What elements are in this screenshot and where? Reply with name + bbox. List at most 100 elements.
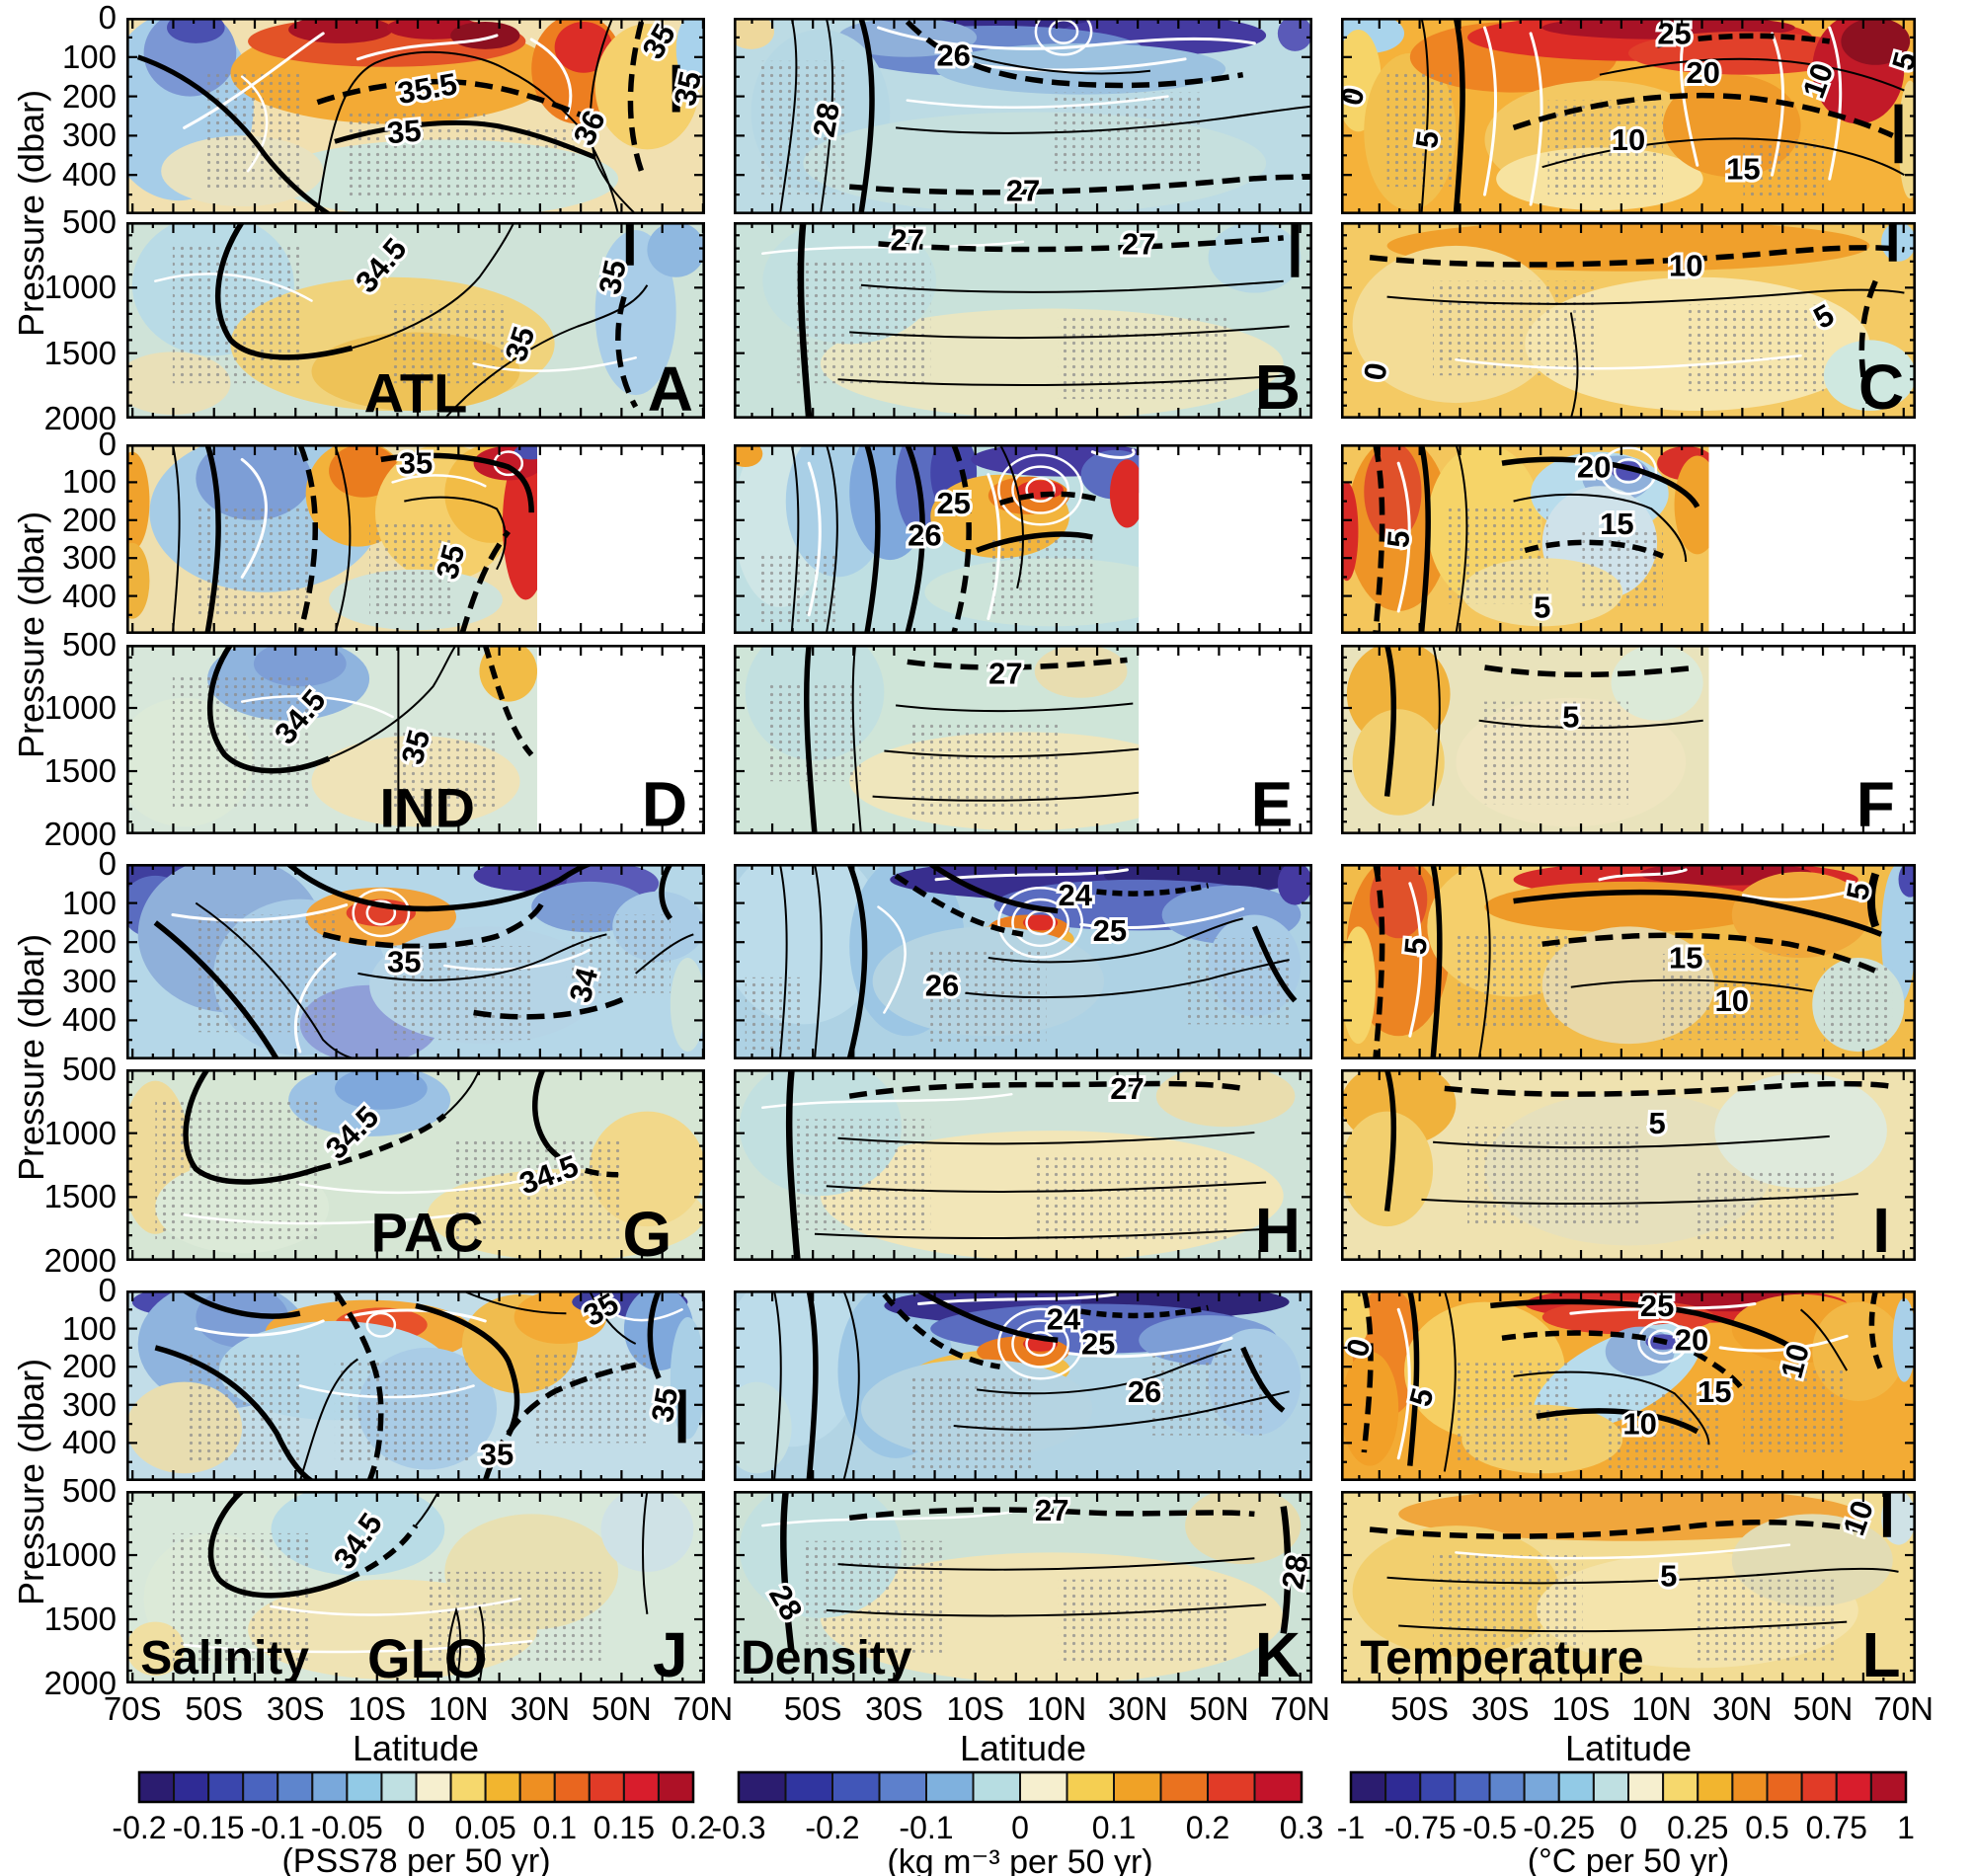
trend-ring-white	[352, 888, 411, 938]
colorbar-segment	[1731, 1771, 1769, 1803]
mean-contour-black	[1599, 57, 1905, 92]
contour-label: 24	[1047, 1301, 1081, 1336]
contour-label: 35	[387, 945, 421, 979]
panel-E-lower: 27 E	[734, 645, 1312, 834]
mean-contour-black	[588, 1290, 637, 1345]
colorbar-segment	[1159, 1771, 1209, 1803]
panel-B-lower: 27 27B	[734, 222, 1312, 419]
mean-contour-black	[615, 295, 639, 409]
pressure-tick-label: 2000	[43, 1242, 117, 1279]
mean-contour-black	[482, 1362, 637, 1481]
stipple-region	[392, 304, 509, 384]
latitude-tick-label: 10S	[946, 1690, 1005, 1727]
colorbar-segment	[1488, 1771, 1526, 1803]
contour-label: 5	[1648, 1106, 1665, 1140]
trend-contour-white	[345, 1308, 487, 1323]
colorbar-tick-label: 0.05	[454, 1810, 516, 1845]
colorbar-segment	[1350, 1771, 1387, 1803]
trend-contour-white	[1067, 1336, 1233, 1359]
trend-ring-white	[1647, 1329, 1679, 1356]
mean-contour-black	[1432, 645, 1441, 807]
axis-ticks	[126, 1290, 705, 1481]
trend-shading-blob	[1034, 645, 1128, 698]
trend-shading-blob	[288, 18, 393, 43]
colorbar-tick-label: -0.25	[1523, 1810, 1596, 1845]
panel-letter: G	[623, 1199, 672, 1261]
mean-contour-black	[1369, 1519, 1859, 1539]
trend-shading-blob	[1674, 455, 1709, 555]
pressure-tick-label: 400	[61, 1001, 117, 1039]
panel-frame	[1341, 18, 1916, 214]
colorbar-segment	[622, 1771, 660, 1803]
mean-contour-black	[1430, 864, 1443, 1059]
colorbar-segment	[1592, 1771, 1629, 1803]
panel-frame	[126, 18, 705, 214]
mean-contour-black	[773, 1290, 782, 1481]
latitude-tick-label: 30N	[510, 1690, 571, 1727]
mean-contour-black	[905, 444, 926, 634]
pressure-tick-label: 100	[61, 463, 117, 501]
trend-contour-white	[1828, 26, 1843, 181]
mean-contour-black	[785, 1069, 801, 1261]
colorbar-tick-label: -0.3	[711, 1810, 766, 1845]
panel-frame	[734, 645, 1312, 834]
latitude-tick-label: 30S	[865, 1690, 923, 1727]
mean-contour-black	[1453, 18, 1465, 214]
colorbar-tick-label: -1	[1336, 1810, 1366, 1845]
stipple-region	[172, 1532, 312, 1665]
trend-shading-blob	[1341, 1290, 1371, 1348]
mean-contour-black	[546, 1145, 619, 1178]
mean-contour-black	[1489, 1298, 1791, 1349]
stipple-region	[803, 1540, 942, 1653]
mean-contour-black	[1080, 1304, 1210, 1319]
trend-ring-white	[365, 899, 397, 926]
trend-contour-white	[270, 1597, 521, 1616]
colorbar-temperature	[1349, 1770, 1908, 1804]
mean-contour-black	[1569, 312, 1579, 419]
mean-contour-black	[965, 959, 1290, 999]
colorbar-segment	[1113, 1771, 1162, 1803]
pressure-tick-label: 0	[98, 0, 117, 36]
trend-shading-blob	[271, 1491, 445, 1576]
stipple-region	[392, 946, 532, 1041]
variable-label: Density	[741, 1632, 912, 1683]
mean-contour-black	[1418, 444, 1431, 634]
pressure-tick-label: 500	[61, 626, 117, 663]
colorbar-tick-label: -0.2	[112, 1810, 167, 1845]
colorbar-segment	[207, 1771, 245, 1803]
stipple-region	[1478, 701, 1628, 805]
colorbar-tick-label: 0.5	[1745, 1810, 1789, 1845]
contour-label: 26	[1128, 1374, 1161, 1409]
trend-shading-blob	[1109, 459, 1140, 528]
panel-letter: E	[1251, 768, 1294, 834]
trend-contour-white	[987, 473, 1001, 621]
latitude-tick-label: 30N	[1107, 1690, 1168, 1727]
latitude-tick-label: 10S	[1551, 1690, 1611, 1727]
trend-shading-blob	[126, 1621, 185, 1677]
trend-contour-white	[934, 868, 1129, 882]
mean-contour-black	[206, 645, 331, 774]
colorbar-segment	[173, 1771, 210, 1803]
contour-label: 15	[1600, 507, 1633, 541]
panel-frame	[126, 1290, 705, 1481]
trend-shading-blob	[1823, 340, 1916, 412]
variable-label: Salinity	[140, 1632, 309, 1683]
stipple-region	[1444, 505, 1548, 604]
pressure-tick-label: 0	[98, 426, 117, 462]
trend-shading-blob	[1341, 1111, 1434, 1227]
mean-contour-black	[814, 864, 823, 1059]
mean-contour-black	[195, 901, 358, 1059]
stipple-region	[988, 535, 1093, 615]
trend-contour-white	[240, 457, 268, 579]
contour-label: 35	[480, 1437, 514, 1471]
mean-contour-black	[1433, 1134, 1830, 1149]
colorbar-segment	[738, 1771, 787, 1803]
panel-letter: L	[1862, 1619, 1901, 1683]
mean-contour-black	[204, 444, 221, 634]
colorbar-segment	[1419, 1771, 1457, 1803]
colorbar-tick-label: 0.2	[671, 1810, 716, 1845]
